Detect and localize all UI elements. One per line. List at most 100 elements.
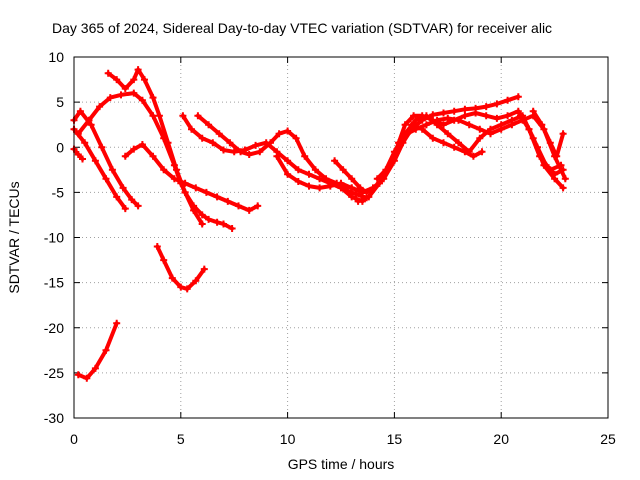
x-tick-label: 0 <box>70 431 78 447</box>
data-point <box>74 371 82 379</box>
data-point <box>444 130 452 138</box>
data-point <box>339 166 347 174</box>
data-point <box>461 112 469 120</box>
data-point <box>465 121 473 129</box>
data-point <box>213 218 221 226</box>
y-axis-label: SDTVAR / TECUs <box>6 181 22 293</box>
data-point <box>134 202 142 210</box>
data-point <box>514 93 522 101</box>
data-point <box>301 152 309 160</box>
data-point <box>226 139 234 147</box>
trace-8 <box>74 319 121 382</box>
data-point <box>316 184 324 192</box>
y-tick-label: 0 <box>56 139 64 155</box>
data-point <box>440 139 447 147</box>
data-point <box>81 139 89 147</box>
data-point <box>121 85 129 93</box>
data-point <box>224 197 232 205</box>
data-point <box>205 121 213 129</box>
data-point <box>450 143 458 151</box>
data-point <box>209 139 217 147</box>
x-tick-label: 20 <box>493 431 509 447</box>
data-point <box>245 206 253 214</box>
data-point <box>343 187 351 195</box>
data-point <box>422 112 430 120</box>
data-point <box>284 127 292 135</box>
data-point <box>410 112 418 120</box>
data-point <box>478 148 486 156</box>
data-point <box>256 148 264 156</box>
data-point <box>220 146 227 154</box>
data-point <box>170 175 178 183</box>
data-point <box>418 125 426 133</box>
data-point <box>455 116 462 124</box>
trace-4-line <box>72 127 128 211</box>
data-point <box>358 188 366 196</box>
data-point <box>113 319 121 327</box>
grid <box>74 57 608 418</box>
data-point <box>104 69 112 77</box>
y-tick-label: 5 <box>56 94 64 110</box>
data-point <box>194 112 202 120</box>
data-point <box>202 188 210 196</box>
data-point <box>493 100 501 108</box>
data-point <box>476 125 484 133</box>
data-point <box>275 130 283 138</box>
data-point <box>390 148 398 156</box>
y-tick-label: -10 <box>44 230 64 246</box>
trace-2 <box>104 66 206 228</box>
data-point <box>138 96 146 104</box>
data-point <box>106 94 114 102</box>
data-point <box>149 112 157 120</box>
data-point <box>322 175 330 183</box>
data-point <box>326 182 334 190</box>
data-point <box>551 170 559 178</box>
data-point <box>149 94 157 102</box>
data-point <box>192 277 200 285</box>
trace-17 <box>408 121 486 160</box>
data-point <box>130 76 138 84</box>
data-point <box>181 188 189 196</box>
data-point <box>83 374 91 382</box>
data-point <box>230 148 238 156</box>
data-point <box>192 184 200 192</box>
data-point <box>401 121 409 129</box>
data-point <box>130 89 138 97</box>
data-point <box>79 155 86 163</box>
data-point <box>375 179 383 187</box>
data-point <box>177 283 185 291</box>
data-point <box>294 166 302 174</box>
data-point <box>96 103 104 111</box>
data-point <box>311 166 319 174</box>
data-point <box>160 166 168 174</box>
data-point <box>267 139 274 147</box>
data-point <box>348 175 356 183</box>
data-point <box>305 182 313 190</box>
data-point <box>472 109 480 117</box>
data-point <box>422 121 430 129</box>
data-point <box>516 112 524 120</box>
data-point <box>476 134 484 142</box>
data-point <box>561 175 569 183</box>
data-point <box>542 161 550 169</box>
data-point <box>181 179 189 187</box>
data-point <box>179 112 187 120</box>
data-point <box>121 152 129 160</box>
data-point <box>98 143 106 151</box>
data-point <box>444 114 452 122</box>
data-point <box>200 265 208 273</box>
data-point <box>433 116 441 124</box>
trace-19 <box>516 112 567 178</box>
data-point <box>173 166 180 174</box>
data-point <box>91 157 99 165</box>
data-point <box>102 346 110 354</box>
data-point <box>74 151 82 158</box>
data-point <box>113 193 121 201</box>
data-point <box>153 243 161 250</box>
data-point <box>102 175 110 183</box>
data-point <box>130 145 138 153</box>
data-point <box>455 139 462 147</box>
data-point <box>316 175 324 183</box>
